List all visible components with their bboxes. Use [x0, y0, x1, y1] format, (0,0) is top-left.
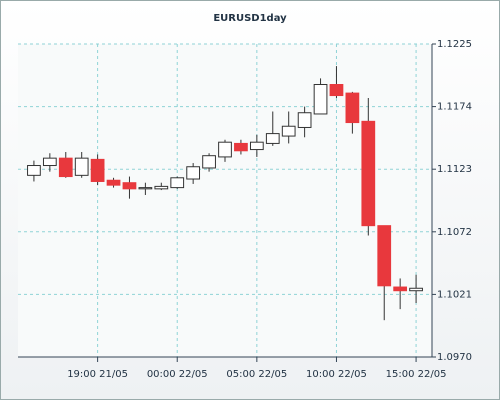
- candle-body: [122, 182, 137, 190]
- candle-body: [361, 120, 376, 227]
- y-tick-label: 1.1123: [437, 164, 472, 175]
- chart-title: EURUSD1day: [213, 13, 287, 24]
- candle-body: [409, 287, 423, 292]
- candle-body: [234, 142, 248, 152]
- candle-body: [58, 157, 73, 178]
- x-tick-label: 05:00 22/05: [226, 369, 287, 380]
- candle-body: [313, 84, 328, 115]
- candle-body: [202, 155, 216, 169]
- candle-body: [329, 84, 344, 97]
- candle-body: [297, 112, 312, 128]
- y-tick-label: 1.1174: [437, 102, 472, 113]
- candle-body: [74, 157, 89, 176]
- x-tick-label: 15:00 22/05: [386, 369, 447, 380]
- candle-body: [138, 187, 153, 190]
- candle-body: [377, 225, 392, 287]
- candle-body: [90, 158, 105, 182]
- y-tick-label: 1.0970: [437, 352, 472, 363]
- candle-body: [186, 166, 201, 180]
- candle-body: [106, 179, 121, 186]
- y-tick-label: 1.1225: [437, 39, 472, 50]
- x-tick-label: 00:00 22/05: [147, 369, 208, 380]
- candle-body: [393, 286, 408, 292]
- candle-body: [345, 92, 360, 124]
- y-tick-label: 1.1021: [437, 289, 472, 300]
- candle-body: [154, 185, 169, 190]
- x-tick-label: 19:00 21/05: [67, 369, 128, 380]
- candle-body: [27, 165, 41, 176]
- candle-body: [249, 141, 264, 151]
- candle-body: [218, 141, 232, 158]
- y-tick-label: 1.1072: [437, 227, 472, 238]
- candle-body: [42, 157, 57, 167]
- candle-body: [170, 177, 185, 189]
- x-tick-label: 10:00 22/05: [306, 369, 367, 380]
- candle-body: [265, 133, 280, 144]
- candle-body: [281, 125, 296, 137]
